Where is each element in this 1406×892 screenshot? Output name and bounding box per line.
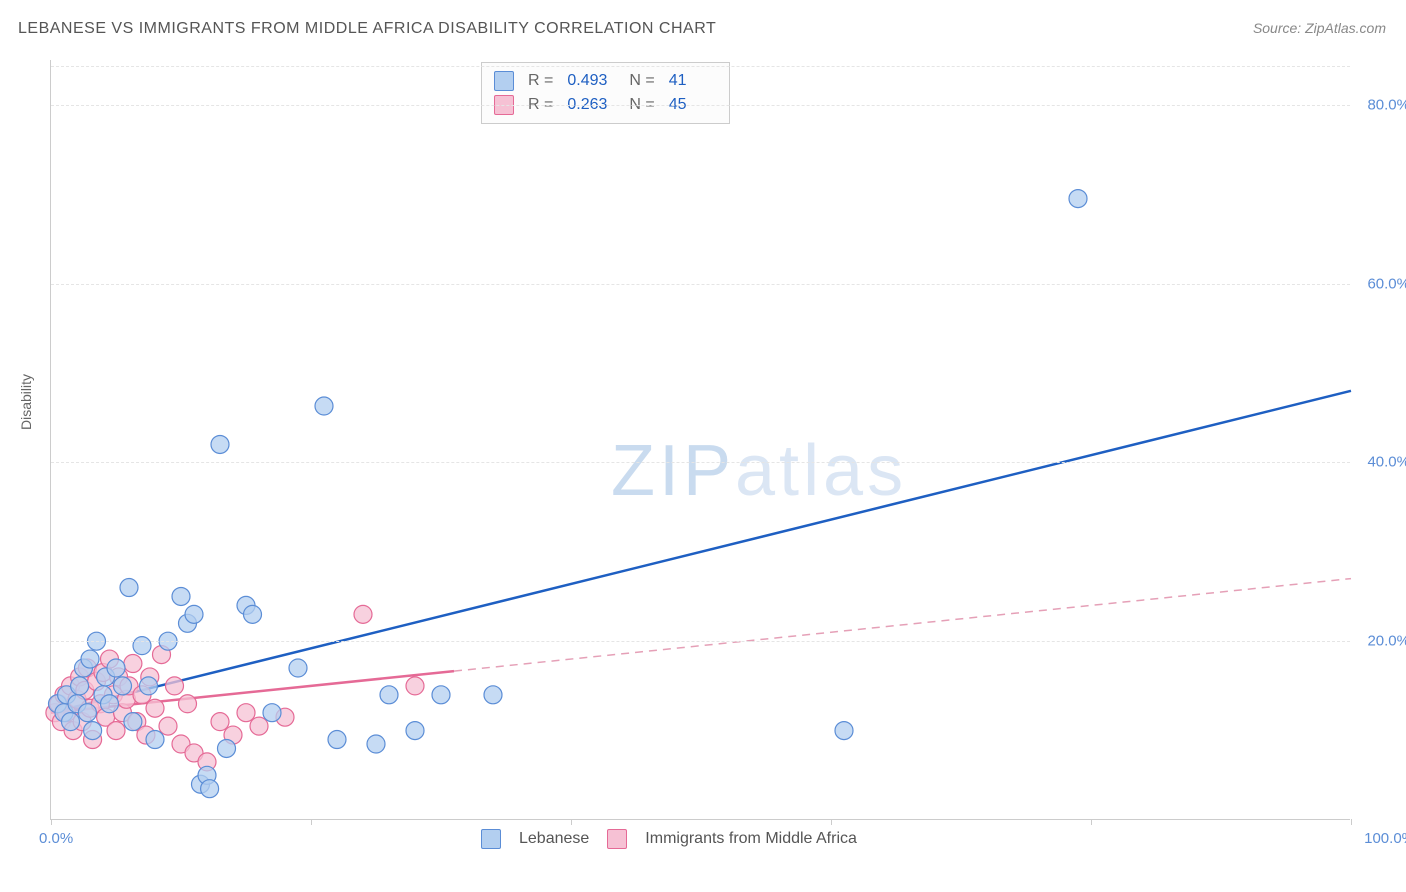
scatter-point-immigrants	[250, 717, 268, 735]
scatter-point-lebanese	[78, 704, 96, 722]
scatter-point-lebanese	[367, 735, 385, 753]
scatter-point-lebanese	[289, 659, 307, 677]
y-tick-label: 40.0%	[1355, 454, 1406, 471]
scatter-point-lebanese	[81, 650, 99, 668]
y-tick-label: 20.0%	[1355, 633, 1406, 650]
scatter-point-lebanese	[406, 722, 424, 740]
scatter-point-lebanese	[133, 637, 151, 655]
scatter-point-lebanese	[835, 722, 853, 740]
scatter-point-immigrants	[107, 722, 125, 740]
legend-label-immigrants: Immigrants from Middle Africa	[645, 830, 857, 848]
scatter-point-lebanese	[84, 722, 102, 740]
scatter-point-lebanese	[201, 780, 219, 798]
scatter-point-immigrants	[146, 699, 164, 717]
scatter-point-immigrants	[211, 713, 229, 731]
series-legend: Lebanese Immigrants from Middle Africa	[481, 829, 857, 849]
scatter-point-lebanese	[71, 677, 89, 695]
scatter-point-lebanese	[211, 435, 229, 453]
scatter-point-immigrants	[124, 655, 142, 673]
scatter-point-immigrants	[166, 677, 184, 695]
scatter-point-immigrants	[354, 605, 372, 623]
y-tick-label: 80.0%	[1355, 96, 1406, 113]
scatter-point-lebanese	[172, 587, 190, 605]
y-axis-label: Disability	[18, 374, 34, 430]
scatter-point-lebanese	[328, 731, 346, 749]
y-tick-label: 60.0%	[1355, 275, 1406, 292]
chart-title: LEBANESE VS IMMIGRANTS FROM MIDDLE AFRIC…	[18, 20, 716, 38]
scatter-point-lebanese	[140, 677, 158, 695]
scatter-point-lebanese	[62, 713, 80, 731]
legend-swatch-pink	[607, 829, 627, 849]
scatter-point-lebanese	[101, 695, 119, 713]
scatter-point-lebanese	[124, 713, 142, 731]
chart-plot-area: ZIPatlas R = 0.493 N = 41 R = 0.263 N = …	[50, 60, 1350, 820]
x-axis-min-label: 0.0%	[39, 830, 73, 847]
scatter-point-immigrants	[406, 677, 424, 695]
scatter-point-lebanese	[114, 677, 132, 695]
scatter-point-lebanese	[380, 686, 398, 704]
legend-label-lebanese: Lebanese	[519, 830, 589, 848]
scatter-point-lebanese	[315, 397, 333, 415]
scatter-point-lebanese	[432, 686, 450, 704]
scatter-point-lebanese	[218, 739, 236, 757]
scatter-point-lebanese	[484, 686, 502, 704]
source-attribution: Source: ZipAtlas.com	[1253, 20, 1386, 36]
scatter-point-lebanese	[120, 579, 138, 597]
scatter-point-lebanese	[244, 605, 262, 623]
scatter-point-immigrants	[179, 695, 197, 713]
legend-swatch-blue	[481, 829, 501, 849]
scatter-point-immigrants	[159, 717, 177, 735]
scatter-point-lebanese	[107, 659, 125, 677]
scatter-point-lebanese	[263, 704, 281, 722]
scatter-point-immigrants	[237, 704, 255, 722]
scatter-point-lebanese	[185, 605, 203, 623]
chart-svg	[51, 60, 1350, 819]
scatter-point-lebanese	[146, 731, 164, 749]
x-axis-max-label: 100.0%	[1364, 830, 1406, 847]
scatter-point-lebanese	[1069, 190, 1087, 208]
